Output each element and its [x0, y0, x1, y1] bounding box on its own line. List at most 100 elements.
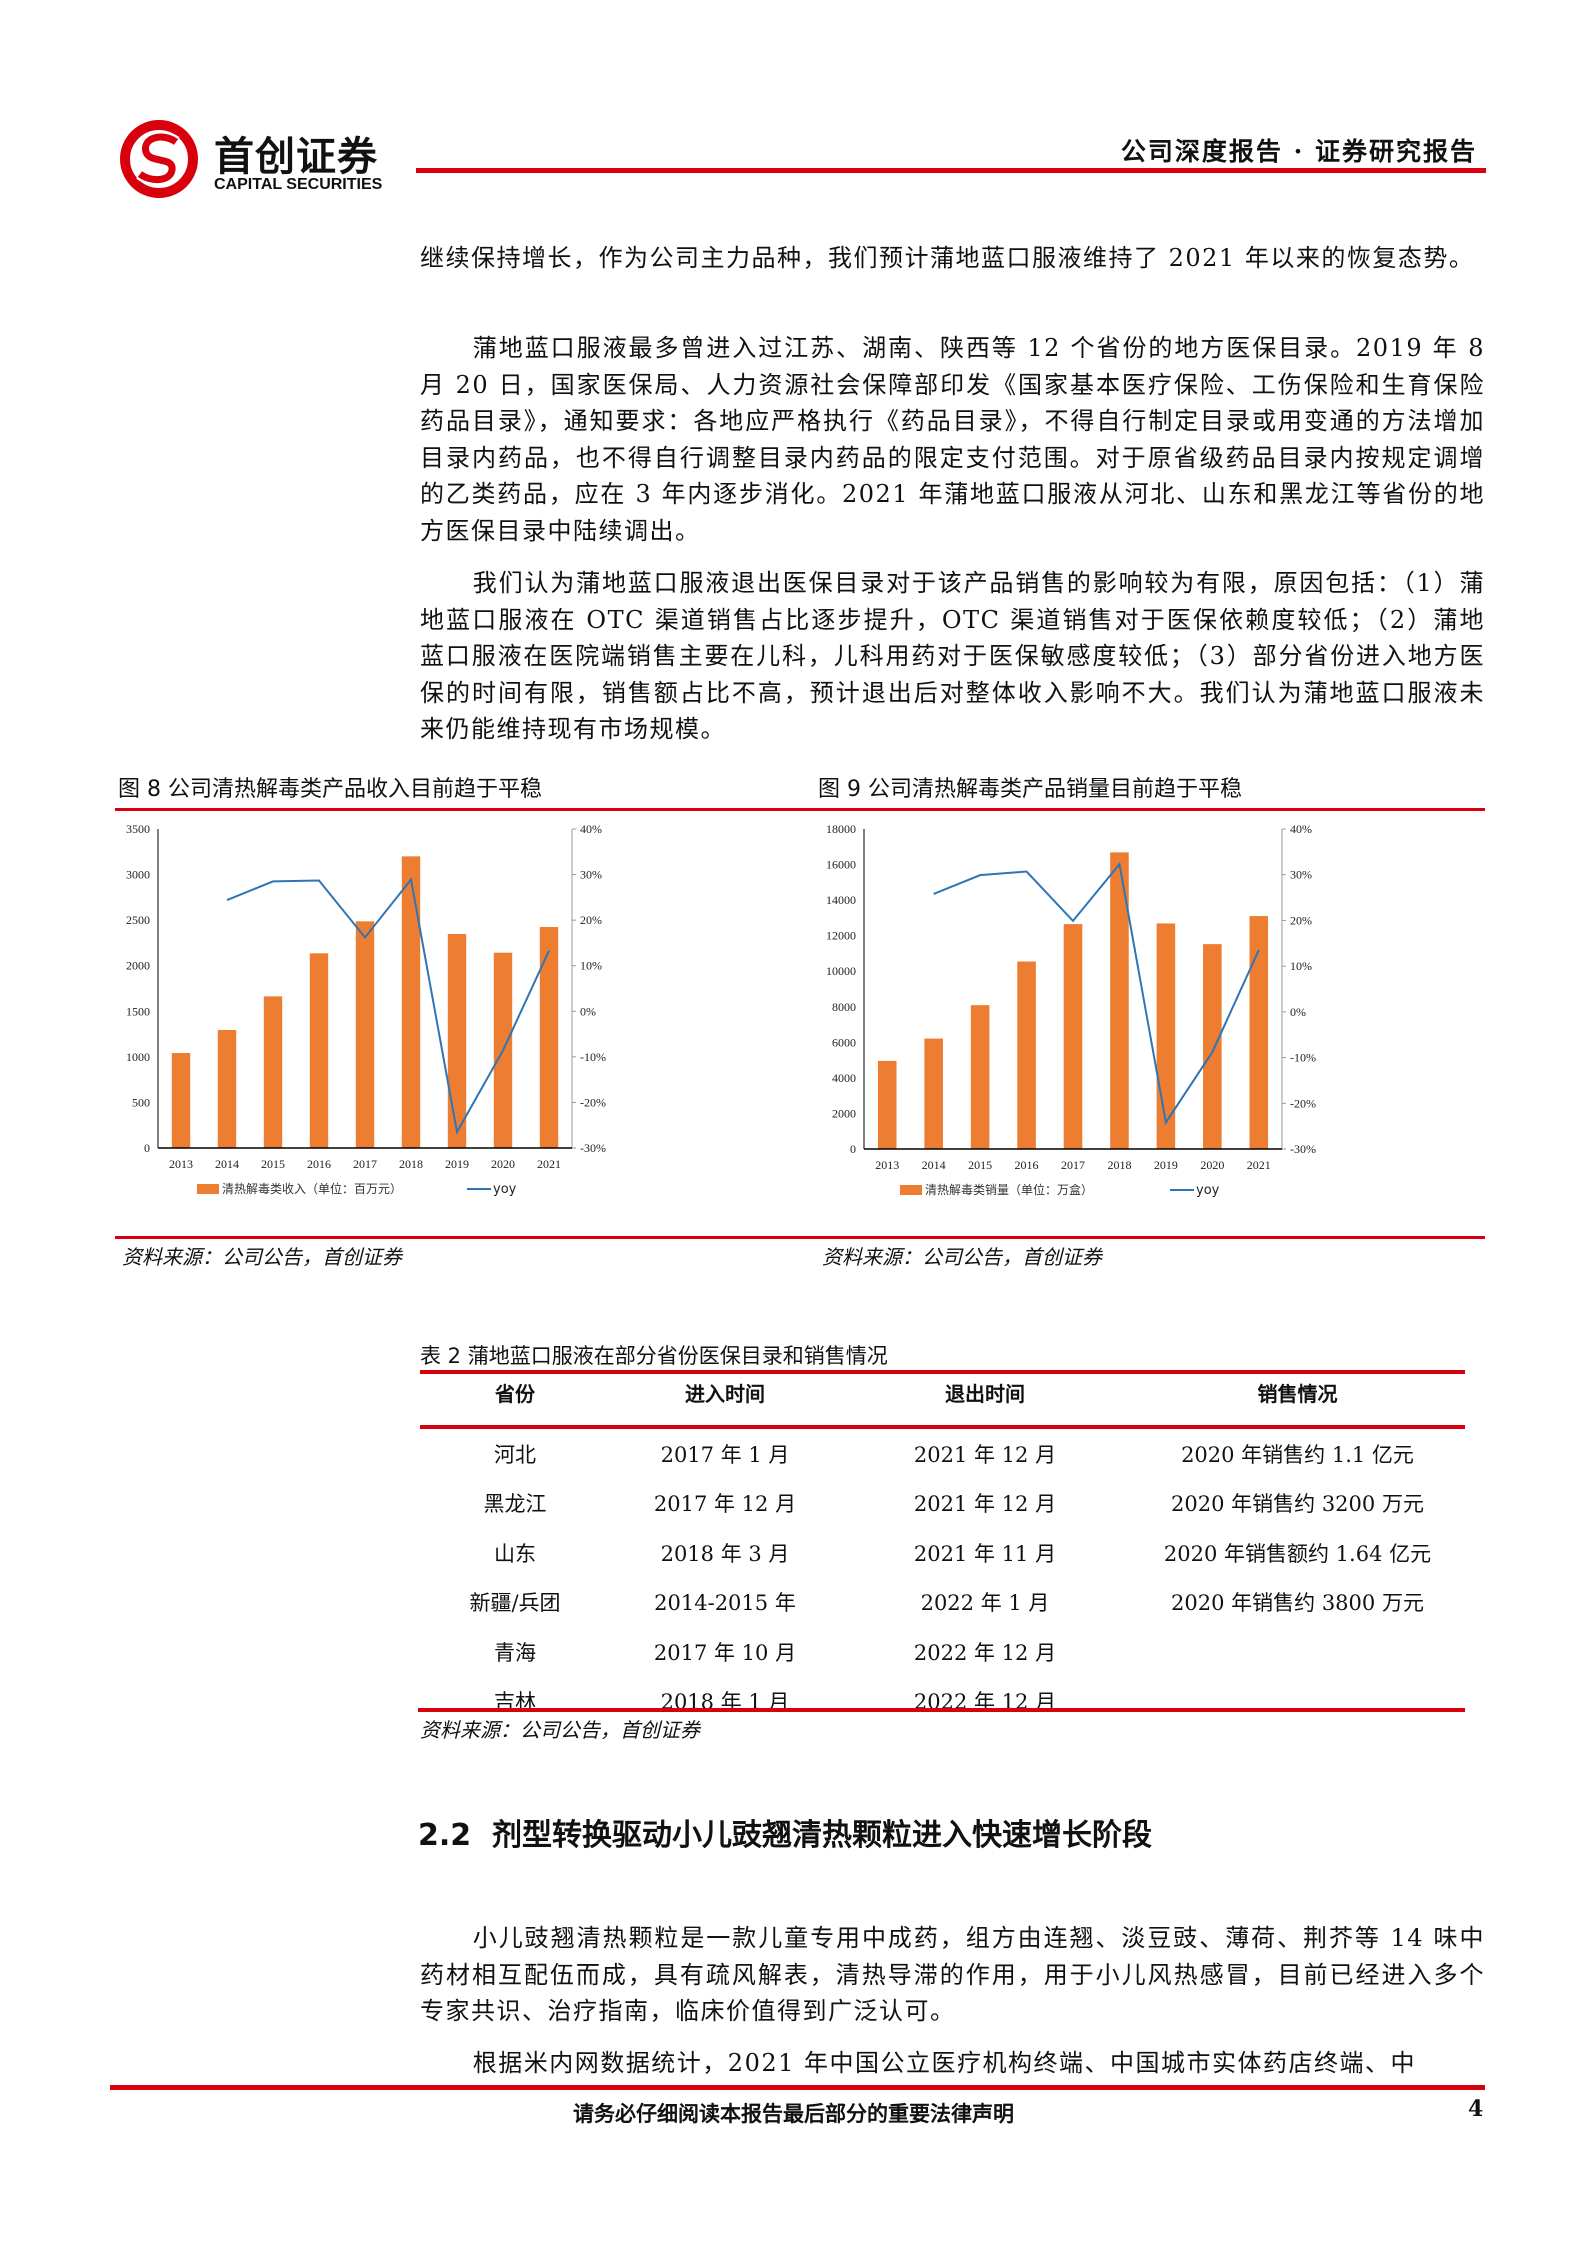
table-header-row: 省份 进入时间 退出时间 销售情况	[420, 1374, 1465, 1429]
x-tick-label: 2019	[445, 1157, 469, 1171]
right-tick-label: 10%	[1290, 959, 1312, 973]
x-tick-label: 2017	[353, 1157, 377, 1171]
cell-sales: 2020 年销售约 3800 万元	[1171, 1591, 1424, 1616]
left-tick-label: 0	[144, 1141, 150, 1155]
x-tick-label: 2016	[1015, 1158, 1039, 1172]
body-paragraph: 蒲地蓝口服液最多曾进入过江苏、湖南、陕西等 12 个省份的地方医保目录。2019…	[420, 334, 1485, 545]
bar-2020	[1203, 944, 1222, 1149]
logo-s-icon	[120, 120, 198, 198]
province-table: 省份 进入时间 退出时间 销售情况 河北 2017 年 1 月 2021 年 12 …	[420, 1374, 1465, 1726]
figure-top-divider	[115, 808, 1485, 811]
x-tick-label: 2019	[1154, 1158, 1178, 1172]
x-tick-label: 2015	[261, 1157, 285, 1171]
revenue-chart: 0 500 1000 1500 2000 2500 3000 3500 -30% -20% -10%…	[126, 822, 606, 1197]
right-tick-label: 20%	[580, 913, 602, 927]
bar-2017	[355, 921, 375, 1148]
cell-exit: 2021 年 12 月	[913, 1442, 1057, 1467]
left-tick-label: 14000	[826, 893, 856, 907]
table-caption: 表 2 蒲地蓝口服液在部分省份医保目录和销售情况	[420, 1344, 888, 1368]
cell-exit: 2022 年 12 月	[913, 1690, 1057, 1715]
cell-sales	[1130, 1677, 1465, 1727]
x-tick-label: 2020	[491, 1157, 515, 1171]
cell-entry: 2017 年 10 月	[653, 1640, 797, 1665]
x-tick-label: 2018	[1107, 1158, 1131, 1172]
x-tick-label: 2014	[922, 1158, 946, 1172]
figure-9-source: 资料来源：公司公告，首创证券	[822, 1245, 1102, 1269]
bar-2015	[263, 996, 283, 1148]
volume-chart: 0 2000 4000 6000 8000 10000 12000 14000 16000 180…	[826, 822, 1316, 1198]
legend-line-label: yoy	[1196, 1183, 1220, 1198]
cell-sales	[1130, 1627, 1465, 1677]
right-tick-label: -10%	[580, 1050, 606, 1064]
left-tick-label: 16000	[826, 858, 856, 872]
right-tick-label: -30%	[1290, 1142, 1316, 1156]
logo-en: CAPITAL SECURITIES	[214, 176, 383, 193]
cell-exit: 2022 年 12 月	[913, 1640, 1057, 1665]
left-tick-label: 10000	[826, 964, 856, 978]
cell-province: 黑龙江	[483, 1492, 547, 1517]
bar-2014	[924, 1038, 943, 1149]
left-tick-label: 500	[132, 1095, 150, 1109]
header-sales: 销售情况	[1130, 1374, 1465, 1429]
table-row: 山东 2018 年 3 月 2021 年 11 月 2020 年销售额约 1.64 亿…	[420, 1528, 1465, 1578]
yoy-line	[933, 861, 1260, 1126]
right-tick-label: 40%	[1290, 822, 1312, 836]
bar-2017	[1063, 924, 1083, 1149]
legend-bar-label: 清热解毒类收入（单位：百万元）	[222, 1181, 402, 1196]
cell-province: 山东	[494, 1541, 536, 1566]
cell-exit: 2021 年 11 月	[913, 1541, 1057, 1566]
x-tick-label: 2021	[537, 1157, 561, 1171]
right-tick-label: 0%	[1290, 1005, 1306, 1019]
left-tick-label: 3500	[126, 822, 150, 836]
footer-divider	[110, 2085, 1485, 2090]
legend-bar-swatch	[197, 1184, 219, 1194]
company-logo: 首创证券 CAPITAL SECURITIES	[118, 118, 418, 200]
left-tick-label: 18000	[826, 822, 856, 836]
left-tick-label: 1500	[126, 1004, 150, 1018]
right-tick-label: -20%	[1290, 1096, 1316, 1110]
bar-2018	[1110, 852, 1129, 1149]
cell-entry: 2017 年 1 月	[660, 1442, 790, 1467]
table-row: 黑龙江 2017 年 12 月 2021 年 12 月 2020 年销售约 3200 …	[420, 1479, 1465, 1529]
right-tick-label: 10%	[580, 959, 602, 973]
header-divider	[416, 168, 1486, 173]
table-bottom-rule	[418, 1708, 1465, 1712]
bar-2021	[539, 926, 559, 1148]
body-paragraph: 小儿豉翘清热颗粒是一款儿童专用中成药，组方由连翘、淡豆豉、薄荷、荆芥等 14 味…	[420, 1924, 1485, 2025]
body-paragraph: 我们认为蒲地蓝口服液退出医保目录对于该产品销售的影响较为有限，原因包括：（1）蒲…	[420, 569, 1485, 743]
figure-bottom-divider	[115, 1236, 1485, 1239]
right-tick-label: 30%	[580, 868, 602, 882]
left-tick-label: 8000	[832, 1000, 856, 1014]
x-tick-label: 2013	[875, 1158, 899, 1172]
table-row: 新疆/兵团 2014-2015 年 2022 年 1 月 2020 年销售约 3800…	[420, 1578, 1465, 1628]
x-tick-label: 2014	[215, 1157, 239, 1171]
header-entry-time: 进入时间	[610, 1374, 840, 1429]
cell-province: 河北	[494, 1442, 536, 1467]
bar-2021	[1249, 916, 1269, 1149]
cell-province: 新疆/兵团	[469, 1591, 561, 1616]
bar-2014	[217, 1029, 237, 1148]
bar-2018	[401, 856, 421, 1148]
bar-2019	[1156, 923, 1176, 1149]
header-exit-time: 退出时间	[840, 1374, 1130, 1429]
logo-cn: 首创证券	[214, 134, 378, 180]
body-paragraph: 根据米内网数据统计，2021 年中国公立医疗机构终端、中国城市实体药店终端、中	[472, 2049, 1417, 2077]
bar-2016	[1017, 961, 1036, 1149]
x-tick-label: 2018	[399, 1157, 423, 1171]
right-tick-label: 0%	[580, 1004, 596, 1018]
yoy-line	[226, 877, 550, 1135]
right-tick-label: 40%	[580, 822, 602, 836]
x-tick-label: 2015	[968, 1158, 992, 1172]
left-tick-label: 2000	[832, 1106, 856, 1120]
bar-2019	[447, 933, 467, 1148]
legend-bar-swatch	[900, 1185, 922, 1195]
left-tick-label: 2000	[126, 959, 150, 973]
table-row: 河北 2017 年 1 月 2021 年 12 月 2020 年销售约 1.1 亿元	[420, 1427, 1465, 1479]
page-number: 4	[1468, 2096, 1484, 2122]
table-top-rule	[420, 1370, 1465, 1374]
left-tick-label: 3000	[126, 868, 150, 882]
cell-exit: 2021 年 12 月	[913, 1492, 1057, 1517]
body-paragraph: 继续保持增长，作为公司主力品种，我们预计蒲地蓝口服液维持了 2021 年以来的恢…	[420, 244, 1475, 272]
left-tick-label: 6000	[832, 1035, 856, 1049]
bar-2013	[877, 1060, 897, 1149]
